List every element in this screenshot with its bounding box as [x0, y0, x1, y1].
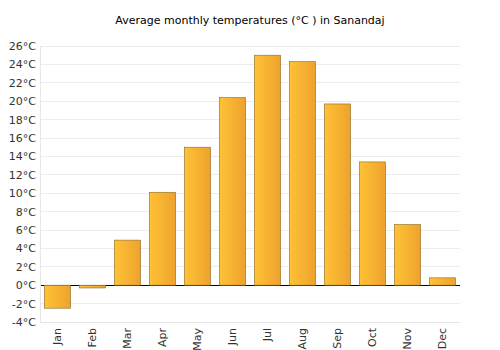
y-tick-label: 22°C — [9, 77, 36, 90]
x-tick-label: Nov — [401, 328, 414, 350]
x-tick: Aug — [296, 322, 309, 349]
x-tick-label: Apr — [156, 328, 169, 348]
grid-line — [40, 82, 460, 83]
grid-line — [40, 101, 460, 102]
plot: -4°C -2°C 0°C 2°C 4°C 6°C 8°C 10°C 12°C 14°C 16°C 1… — [9, 40, 461, 350]
x-tick-label: Mar — [121, 328, 134, 349]
x-tick: Nov — [401, 322, 414, 349]
grid-line — [40, 303, 460, 304]
y-tick-label: 14°C — [9, 150, 36, 163]
y-axis-line — [40, 47, 41, 323]
y-tick-label: -4°C — [12, 316, 36, 329]
bar — [359, 162, 385, 285]
bar — [149, 192, 175, 285]
y-tick: 12°C — [9, 169, 40, 182]
x-tick: Mar — [121, 322, 134, 349]
grid-line — [40, 156, 460, 157]
y-tick: 4°C — [16, 242, 40, 255]
bar — [219, 98, 245, 286]
y-tick: 2°C — [16, 261, 40, 274]
bar — [254, 55, 280, 285]
x-tick: Dec — [436, 322, 449, 349]
grid-line — [40, 46, 460, 47]
grid-line — [40, 193, 460, 194]
x-tick: Jun — [226, 322, 239, 346]
x-tick: Apr — [156, 322, 169, 347]
x-tick-label: May — [191, 328, 204, 350]
y-tick: 22°C — [9, 77, 40, 90]
x-tick: Sep — [331, 322, 344, 349]
grid-line — [40, 119, 460, 120]
bar — [114, 240, 140, 285]
grid-line — [40, 64, 460, 65]
grid-line — [40, 322, 460, 323]
y-tick-label: 18°C — [9, 114, 36, 127]
bars — [44, 55, 455, 308]
y-tick-label: 10°C — [9, 187, 36, 200]
x-tick-label: Feb — [86, 328, 99, 347]
grid — [40, 46, 460, 322]
title: Average monthly temperatures (°C ) in Sa… — [115, 14, 384, 27]
y-tick: 0°C — [16, 279, 40, 292]
grid-line — [40, 174, 460, 175]
x-tick-label: Jan — [51, 328, 64, 346]
grid-line — [40, 138, 460, 139]
y-tick: 16°C — [9, 132, 40, 145]
x-tick-label: Dec — [436, 328, 449, 349]
y-tick-label: 4°C — [16, 242, 36, 255]
chart: Average monthly temperatures (°C ) in Sa… — [0, 0, 500, 350]
y-tick-label: 12°C — [9, 169, 36, 182]
y-tick: 6°C — [16, 224, 40, 237]
y-tick: 10°C — [9, 187, 40, 200]
y-tick-label: 6°C — [16, 224, 36, 237]
y-tick: -4°C — [12, 316, 40, 329]
y-tick: -2°C — [12, 298, 40, 311]
y-tick-label: 0°C — [16, 279, 36, 292]
x-tick: Oct — [366, 322, 379, 347]
y-tick-label: 24°C — [9, 58, 36, 71]
x-tick: Jul — [261, 322, 274, 342]
x-axis-line — [41, 322, 461, 323]
y-tick-label: 8°C — [16, 206, 36, 219]
y-axis: -4°C -2°C 0°C 2°C 4°C 6°C 8°C 10°C 12°C 14°C 16°C 1… — [9, 40, 41, 329]
y-tick: 20°C — [9, 95, 40, 108]
x-tick-label: Oct — [366, 327, 379, 347]
y-tick: 14°C — [9, 150, 40, 163]
y-tick-label: 16°C — [9, 132, 36, 145]
x-tick: Jan — [51, 322, 64, 346]
grid-line — [40, 211, 460, 212]
y-tick: 26°C — [9, 40, 40, 53]
x-tick-label: Aug — [296, 328, 309, 349]
bar — [429, 278, 455, 285]
bar — [394, 224, 420, 285]
y-tick: 8°C — [16, 206, 40, 219]
y-tick: 24°C — [9, 58, 40, 71]
x-tick: May — [191, 322, 204, 350]
y-tick: 18°C — [9, 114, 40, 127]
bar — [324, 104, 350, 285]
y-tick-label: 2°C — [16, 261, 36, 274]
y-tick-label: 26°C — [9, 40, 36, 53]
bar — [79, 285, 105, 288]
bar — [44, 285, 70, 308]
bar — [184, 147, 210, 285]
x-axis: Jan Feb Mar Apr May Jun Jul Aug Sep Oct Nov Dec — [41, 322, 461, 350]
y-tick-label: -2°C — [12, 298, 36, 311]
x-tick-label: Jun — [226, 328, 239, 346]
x-tick-label: Jul — [261, 328, 274, 342]
bar — [289, 62, 315, 286]
y-tick-label: 20°C — [9, 95, 36, 108]
x-tick-label: Sep — [331, 328, 344, 349]
x-tick: Feb — [86, 322, 99, 347]
